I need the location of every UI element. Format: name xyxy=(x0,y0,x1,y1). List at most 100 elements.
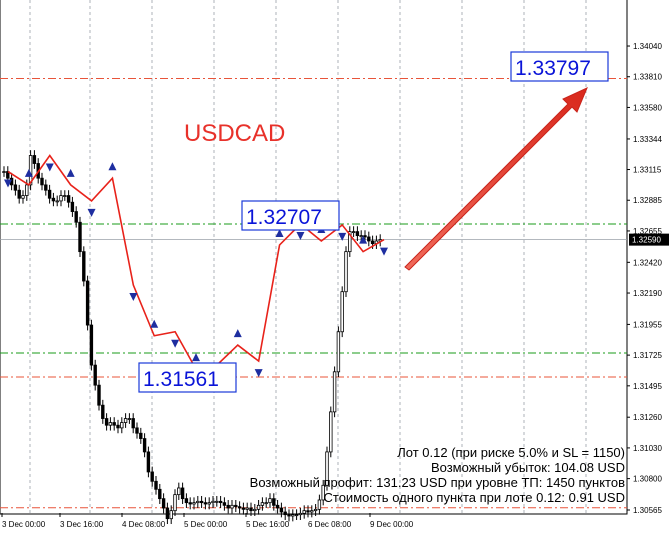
candle-body xyxy=(215,500,219,503)
candle-body xyxy=(260,502,265,506)
resistance-level-value: 1.32707 xyxy=(246,206,322,229)
candle-body xyxy=(218,500,223,504)
y-tick-label: 1.31260 xyxy=(633,413,662,422)
candle-body xyxy=(237,506,242,509)
candle-body xyxy=(123,418,128,423)
candle-body xyxy=(104,418,109,426)
fractal-marker xyxy=(296,232,305,241)
candle-body xyxy=(298,512,303,516)
candle-body xyxy=(279,507,284,513)
fractal-marker xyxy=(45,163,54,172)
fractal-marker xyxy=(129,293,138,302)
candle-body xyxy=(256,504,261,510)
candle-body xyxy=(85,280,90,326)
candle-body xyxy=(317,499,322,510)
candle-body xyxy=(363,235,367,238)
candle-body xyxy=(351,231,356,234)
candle-body xyxy=(17,189,21,199)
x-tick-label: 3 Dec 16:00 xyxy=(60,520,104,529)
candle-body xyxy=(241,507,246,510)
candle-body xyxy=(325,451,329,486)
candle-body xyxy=(169,510,173,520)
fractal-marker xyxy=(192,353,200,362)
candle-body xyxy=(59,195,63,202)
candle-body xyxy=(348,231,352,253)
info-loss-line: Возможный убыток: 104.08 USD xyxy=(431,460,625,475)
candle-body xyxy=(44,184,48,191)
candle-body xyxy=(101,404,105,419)
candle-body xyxy=(321,484,325,501)
current-price-label: 1.32590 xyxy=(632,236,661,245)
support-level-label: 1.31561 xyxy=(138,362,237,393)
candle-body xyxy=(287,514,291,517)
time-axis: 3 Dec 00:00 3 Dec 16:00 4 Dec 08:00 5 Dec 0… xyxy=(1,513,414,529)
fractal-marker xyxy=(380,247,388,256)
support-level-value: 1.31561 xyxy=(143,368,219,391)
candle-body xyxy=(264,502,268,505)
x-tick-label: 6 Dec 08:00 xyxy=(308,520,352,529)
candle-body xyxy=(116,424,120,429)
candle-body xyxy=(142,438,147,453)
candle-body xyxy=(127,418,132,420)
y-tick-label: 1.33115 xyxy=(633,166,662,175)
fractal-marker xyxy=(338,232,347,241)
candle-body xyxy=(89,324,94,366)
y-tick-label: 1.33344 xyxy=(633,135,662,144)
candle-body xyxy=(47,189,52,199)
candles xyxy=(2,150,382,525)
candle-body xyxy=(165,507,170,520)
fractal-marker xyxy=(24,168,33,177)
y-tick-label: 1.31030 xyxy=(633,444,662,453)
y-tick-label: 1.30800 xyxy=(633,475,662,484)
candle-body xyxy=(230,504,234,509)
x-tick-label: 4 Dec 08:00 xyxy=(122,520,166,529)
candle-body xyxy=(249,507,253,512)
candle-body xyxy=(40,177,44,186)
candle-body xyxy=(234,504,238,508)
candle-body xyxy=(355,231,360,237)
info-profit-line: Возможный профит: 131.23 USD при уровне … xyxy=(250,475,625,490)
fractal-marker xyxy=(87,208,96,217)
fractal-marker xyxy=(108,162,117,171)
candle-body xyxy=(70,201,75,212)
candle-body xyxy=(226,504,230,509)
candle-body xyxy=(135,427,139,434)
y-tick-label: 1.34040 xyxy=(633,42,662,51)
x-tick-label: 3 Dec 00:00 xyxy=(2,520,46,529)
fractal-marker xyxy=(4,179,12,188)
candle-body xyxy=(63,195,67,197)
x-tick-label: 5 Dec 16:00 xyxy=(246,520,290,529)
candle-body xyxy=(154,480,158,490)
target-level-value: 1.33797 xyxy=(515,57,591,80)
candle-body xyxy=(207,502,211,505)
candle-body xyxy=(268,498,272,504)
candle-body xyxy=(131,418,135,429)
fractal-marker xyxy=(171,339,180,348)
y-tick-label: 1.32190 xyxy=(633,289,662,298)
resistance-level-label: 1.32707 xyxy=(241,200,340,231)
candle-body xyxy=(313,508,318,512)
candle-body xyxy=(332,371,337,413)
candle-body xyxy=(146,451,151,473)
candle-body xyxy=(222,502,227,506)
fractal-marker xyxy=(233,329,242,338)
candle-body xyxy=(370,240,375,245)
candle-body xyxy=(13,184,18,191)
y-tick-label: 1.32420 xyxy=(633,258,662,267)
candle-body xyxy=(55,200,59,203)
trade-info-block: Лот 0.12 (при риске 5.0% и SL = 1150) Во… xyxy=(250,445,625,505)
candle-body xyxy=(329,411,333,453)
candle-body xyxy=(112,422,116,426)
price-axis: 1.34040 1.33810 1.33580 1.33344 1.33115 1.328… xyxy=(627,42,669,515)
symbol-label: USDCAD xyxy=(184,120,285,147)
candle-body xyxy=(294,514,299,517)
candle-body xyxy=(245,507,249,510)
candle-body xyxy=(139,432,143,439)
y-tick-label: 1.30565 xyxy=(633,506,662,515)
candle-body xyxy=(2,171,6,173)
target-level-label: 1.33797 xyxy=(510,51,609,82)
candle-body xyxy=(199,500,204,504)
candle-body xyxy=(120,422,124,429)
y-tick-label: 1.31725 xyxy=(633,351,662,360)
